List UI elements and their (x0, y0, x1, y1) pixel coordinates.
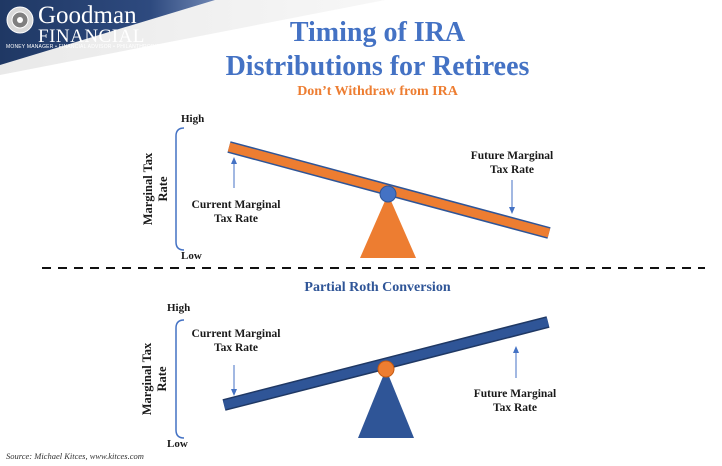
bottom-pivot (377, 360, 395, 378)
seal-icon (6, 6, 34, 34)
bottom-axis-label-line2: Rate (155, 366, 169, 392)
bottom-future-line1: Future Marginal (473, 388, 557, 400)
top-current-arrow (231, 157, 237, 188)
top-future-line1: Future Marginal (470, 150, 554, 162)
top-pivot (379, 185, 397, 203)
bottom-future-label: Future Marginal Tax Rate (455, 387, 575, 415)
top-future-label: Future Marginal Tax Rate (452, 149, 572, 177)
logo-banner (0, 0, 385, 75)
bottom-future-line2: Tax Rate (493, 402, 537, 414)
bottom-current-line1: Current Marginal (191, 328, 281, 340)
top-low-label: Low (181, 250, 202, 262)
source-citation: Source: Michael Kitces, www.kitces.com (6, 451, 144, 461)
top-current-label: Current Marginal Tax Rate (176, 198, 296, 226)
bottom-high-label: High (167, 302, 191, 314)
page-title: Timing of IRA Distributions for Retirees (180, 16, 575, 84)
bottom-axis-label: Marginal Tax Rate (140, 314, 170, 444)
logo-tagline: MONEY MANAGER • FINANCIAL ADVISOR • PHIL… (6, 44, 163, 50)
logo-line2: FINANCIAL (38, 26, 145, 47)
top-current-line2: Tax Rate (214, 213, 258, 225)
top-current-line1: Current Marginal (191, 199, 281, 211)
top-axis-label-line1: Marginal Tax (141, 152, 155, 226)
bottom-future-arrow (513, 346, 519, 378)
title-line2: Distributions for Retirees (225, 51, 530, 82)
top-axis-bracket (175, 127, 185, 251)
top-axis-label-line2: Rate (156, 176, 170, 202)
bottom-fulcrum (358, 369, 414, 438)
top-axis-label: Marginal Tax Rate (141, 124, 171, 254)
logo-line1: Goodman (38, 2, 137, 29)
top-heading: Don’t Withdraw from IRA (297, 84, 458, 99)
company-logo: Goodman FINANCIAL (38, 2, 145, 47)
bottom-current-line2: Tax Rate (214, 342, 258, 354)
top-future-line2: Tax Rate (490, 164, 534, 176)
bottom-axis-bracket (175, 319, 185, 439)
bottom-low-label: Low (167, 438, 188, 450)
bottom-axis-label-line1: Marginal Tax (140, 342, 154, 416)
top-future-arrow (509, 180, 515, 214)
bottom-current-arrow (231, 365, 237, 396)
top-fulcrum (360, 194, 416, 258)
title-line1: Timing of IRA (289, 17, 466, 48)
bottom-current-label: Current Marginal Tax Rate (176, 327, 296, 355)
top-high-label: High (181, 113, 205, 125)
bottom-heading: Partial Roth Conversion (304, 280, 451, 295)
